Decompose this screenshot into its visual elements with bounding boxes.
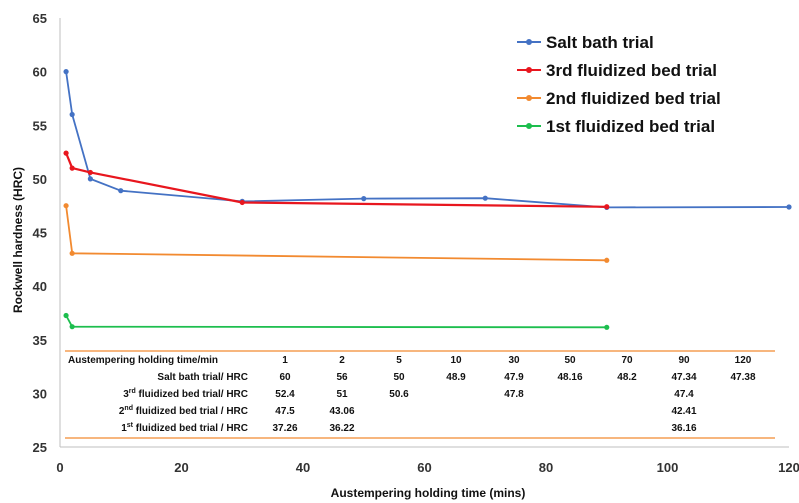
x-tick-label: 60 — [417, 460, 431, 475]
legend-marker-1 — [526, 39, 532, 45]
row-label-main: 1 — [121, 423, 127, 434]
table-cell: 48.16 — [557, 372, 582, 383]
x-tick-label: 100 — [657, 460, 679, 475]
legend-marker-2 — [526, 67, 532, 73]
table-cell: 47.9 — [504, 372, 524, 383]
table-cell: 50.6 — [389, 389, 409, 400]
y-tick-label: 50 — [33, 172, 47, 187]
data-point-series-1 — [118, 188, 124, 194]
data-point-series-1 — [361, 196, 367, 202]
legend-label: 2nd fluidized bed trial — [546, 89, 721, 108]
y-tick-label: 55 — [33, 118, 47, 133]
data-point-series-4 — [69, 324, 75, 330]
y-tick-label: 35 — [33, 333, 47, 348]
row-label-rest: fluidized bed trial / HRC — [133, 406, 248, 417]
y-tick-label: 45 — [33, 226, 47, 241]
data-point-series-3 — [69, 250, 75, 256]
table-row-label: Salt bath trial/ HRC — [157, 372, 248, 383]
table-cell: 60 — [279, 372, 291, 383]
table-column-header: 5 — [396, 355, 402, 366]
table-column-header: 50 — [564, 355, 576, 366]
y-tick-label: 30 — [33, 386, 47, 401]
table-column-header: 10 — [450, 355, 462, 366]
y-tick-label: 65 — [33, 11, 47, 26]
y-tick-label: 60 — [33, 65, 47, 80]
table-header-label: Austempering holding time/min — [68, 355, 218, 366]
data-point-series-3 — [604, 257, 610, 263]
table-cell: 47.34 — [671, 372, 696, 383]
table-row-label: 2nd fluidized bed trial / HRC — [119, 405, 248, 417]
data-point-series-1 — [482, 195, 488, 201]
table-cell: 47.38 — [730, 372, 755, 383]
row-label-rest: fluidized bed trial/ HRC — [136, 389, 248, 400]
table-column-header: 1 — [282, 355, 288, 366]
data-point-series-1 — [786, 204, 792, 210]
table-cell: 48.9 — [446, 372, 466, 383]
x-tick-label: 80 — [539, 460, 553, 475]
row-label-ordinal: st — [127, 422, 134, 429]
legend-marker-4 — [526, 123, 532, 129]
row-label-ordinal: nd — [124, 405, 133, 412]
table-cell: 43.06 — [329, 406, 354, 417]
data-point-series-2 — [239, 199, 245, 206]
table-cell: 48.2 — [617, 372, 637, 383]
data-point-series-4 — [604, 324, 610, 330]
data-point-series-1 — [87, 176, 93, 182]
table-cell: 47.8 — [504, 389, 524, 400]
data-point-series-4 — [63, 312, 69, 319]
table-column-header: 70 — [621, 355, 633, 366]
table-column-header: 120 — [735, 355, 752, 366]
table-cell: 56 — [336, 372, 348, 383]
legend-label: 1st fluidized bed trial — [546, 117, 715, 136]
legend-marker-3 — [526, 95, 532, 101]
row-label-main: 3 — [123, 389, 129, 400]
table-cell: 37.26 — [272, 423, 297, 434]
row-label-rest: fluidized bed trial / HRC — [133, 423, 248, 434]
row-label-ordinal: rd — [129, 388, 136, 395]
data-point-series-1 — [69, 111, 75, 118]
data-point-series-2 — [63, 150, 69, 156]
row-label-main: 2 — [119, 406, 125, 417]
table-column-header: 30 — [508, 355, 520, 366]
x-tick-label: 120 — [778, 460, 799, 475]
table-cell: 42.41 — [671, 406, 696, 417]
data-point-series-2 — [604, 204, 610, 210]
table-row-label: 3rd fluidized bed trial/ HRC — [123, 388, 248, 400]
table-cell: 36.16 — [671, 423, 696, 434]
table-cell: 51 — [336, 389, 348, 400]
row-label-main: Salt bath trial/ HRC — [157, 372, 248, 383]
data-point-series-1 — [63, 69, 69, 75]
table-cell: 47.4 — [674, 389, 694, 400]
table-column-header: 2 — [339, 355, 345, 366]
table-cell: 36.22 — [329, 423, 354, 434]
table-column-header: 90 — [678, 355, 690, 366]
legend-label: 3rd fluidized bed trial — [546, 61, 717, 80]
legend-label: Salt bath trial — [546, 33, 654, 52]
y-tick-label: 40 — [33, 279, 47, 294]
series-line-4 — [65, 315, 607, 329]
table-cell: 50 — [393, 372, 405, 383]
table-cell: 47.5 — [275, 406, 295, 417]
table-cell: 52.4 — [275, 389, 295, 400]
series-line-3 — [65, 205, 607, 262]
x-tick-label: 0 — [56, 460, 63, 475]
data-point-series-2 — [69, 165, 75, 171]
data-point-series-3 — [63, 203, 69, 209]
table-row-label: 1st fluidized bed trial / HRC — [121, 422, 248, 434]
data-point-series-2 — [87, 169, 93, 176]
x-tick-label: 20 — [174, 460, 188, 475]
x-axis-title: Austempering holding time (mins) — [331, 486, 526, 500]
y-tick-label: 25 — [33, 440, 47, 455]
x-tick-label: 40 — [296, 460, 310, 475]
y-axis-title: Rockwell hardness (HRC) — [11, 167, 25, 313]
